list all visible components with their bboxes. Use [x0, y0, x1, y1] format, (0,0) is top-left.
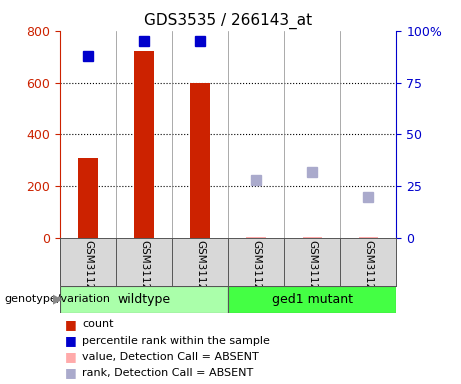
Bar — [78, 158, 98, 238]
Text: ■: ■ — [65, 334, 76, 347]
Bar — [228, 286, 396, 313]
Text: value, Detection Call = ABSENT: value, Detection Call = ABSENT — [82, 352, 259, 362]
Text: GSM311267: GSM311267 — [139, 240, 149, 304]
Title: GDS3535 / 266143_at: GDS3535 / 266143_at — [144, 13, 312, 29]
Text: ■: ■ — [65, 350, 76, 363]
Text: rank, Detection Call = ABSENT: rank, Detection Call = ABSENT — [82, 368, 253, 378]
Text: ▶: ▶ — [53, 293, 63, 306]
Bar — [359, 237, 378, 238]
Bar — [60, 286, 228, 313]
Text: ged1 mutant: ged1 mutant — [272, 293, 353, 306]
Bar — [247, 237, 266, 238]
Text: GSM311266: GSM311266 — [83, 240, 93, 304]
Bar — [190, 83, 210, 238]
Text: GSM311268: GSM311268 — [195, 240, 205, 304]
Bar — [134, 51, 154, 238]
Text: count: count — [82, 319, 113, 329]
Text: GSM311270: GSM311270 — [307, 240, 317, 304]
Bar — [302, 237, 322, 238]
Text: genotype/variation: genotype/variation — [5, 294, 111, 304]
Text: GSM311271: GSM311271 — [363, 240, 373, 304]
Text: percentile rank within the sample: percentile rank within the sample — [82, 336, 270, 346]
Text: ■: ■ — [65, 318, 76, 331]
Text: wildtype: wildtype — [118, 293, 171, 306]
Text: ■: ■ — [65, 366, 76, 379]
Text: GSM311269: GSM311269 — [251, 240, 261, 304]
